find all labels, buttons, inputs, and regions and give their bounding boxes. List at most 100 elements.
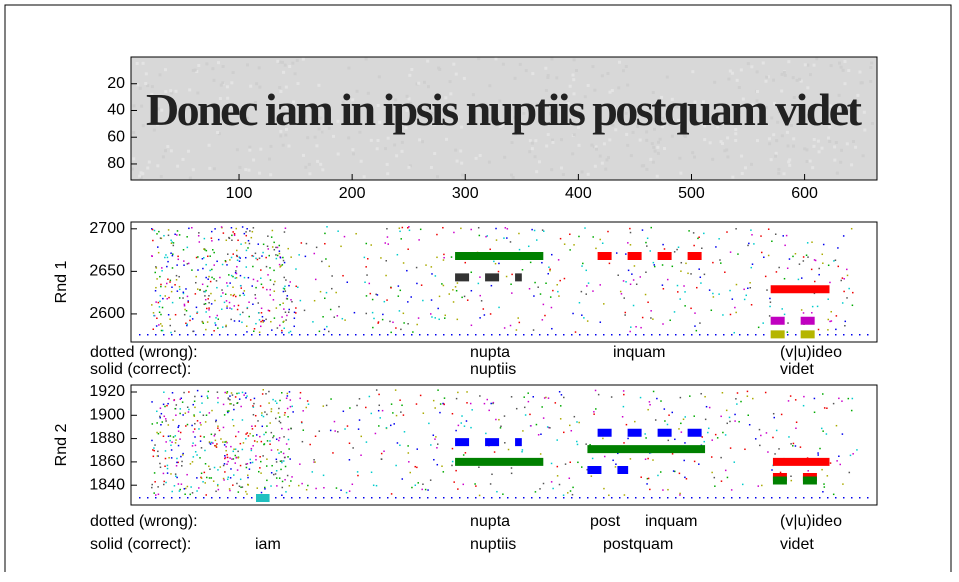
noise-dot: [615, 463, 617, 465]
noise-dot: [222, 292, 224, 294]
noise-dot: [166, 467, 169, 470]
noise-dot: [478, 234, 481, 237]
noise-dot: [159, 407, 162, 409]
noise-dot: [162, 472, 165, 475]
noise-dot: [552, 487, 554, 490]
noise-dot: [576, 440, 578, 443]
image-texture: [418, 138, 422, 142]
noise-dot: [531, 334, 533, 336]
noise-dot: [802, 404, 805, 407]
noise-dot: [166, 464, 169, 467]
noise-dot: [795, 427, 797, 430]
noise-dot: [835, 315, 838, 317]
image-texture: [734, 138, 738, 142]
noise-dot: [647, 457, 649, 460]
image-texture: [571, 73, 575, 77]
noise-dot: [826, 407, 828, 409]
noise-dot: [729, 289, 731, 292]
noise-dot: [307, 403, 310, 405]
image-texture: [602, 142, 606, 146]
image-texture: [528, 139, 532, 143]
noise-dot: [270, 408, 273, 410]
noise-dot: [218, 429, 221, 432]
noise-dot: [177, 255, 179, 258]
noise-dot: [402, 414, 405, 416]
image-texture: [355, 89, 359, 93]
image-texture: [158, 73, 162, 77]
noise-dot: [230, 318, 232, 321]
noise-dot: [226, 305, 228, 307]
image-texture: [577, 143, 581, 147]
noise-dot: [186, 423, 189, 426]
noise-dot: [548, 266, 550, 268]
noise-dot: [650, 310, 652, 312]
image-texture: [174, 89, 178, 93]
noise-dot: [463, 425, 466, 427]
noise-dot: [191, 269, 193, 271]
noise-dot: [249, 458, 251, 461]
noise-dot: [400, 411, 402, 413]
noise-dot: [483, 334, 485, 336]
word-label: post: [590, 513, 621, 530]
noise-dot: [715, 497, 717, 499]
noise-dot: [558, 295, 560, 297]
image-texture: [790, 124, 794, 128]
noise-dot: [371, 334, 373, 336]
noise-dot: [196, 311, 199, 313]
noise-dot: [443, 497, 445, 499]
noise-dot: [252, 405, 254, 407]
noise-dot: [314, 278, 317, 281]
noise-dot: [261, 393, 264, 395]
noise-dot: [510, 283, 512, 285]
noise-dot: [799, 446, 802, 448]
noise-dot: [217, 327, 219, 329]
noise-dot: [537, 286, 539, 288]
noise-dot: [172, 244, 175, 247]
noise-dot: [649, 488, 651, 491]
noise-dot: [203, 303, 205, 306]
noise-dot: [288, 391, 291, 393]
noise-dot: [223, 479, 225, 481]
noise-dot: [492, 401, 495, 404]
noise-dot: [213, 435, 216, 437]
noise-dot: [286, 474, 289, 477]
image-texture: [787, 160, 791, 164]
image-texture: [141, 172, 145, 176]
image-texture: [576, 125, 580, 129]
noise-dot: [197, 235, 200, 237]
noise-dot: [179, 438, 181, 440]
noise-dot: [192, 330, 194, 333]
noise-dot: [503, 415, 506, 417]
noise-dot: [688, 230, 690, 232]
image-texture: [869, 66, 873, 70]
noise-dot: [532, 329, 535, 331]
noise-dot: [400, 238, 402, 240]
image-texture: [253, 100, 257, 104]
noise-dot: [741, 483, 744, 486]
noise-dot: [227, 476, 230, 478]
image-texture: [282, 70, 286, 74]
noise-dot: [290, 299, 292, 301]
noise-dot: [178, 297, 181, 299]
image-texture: [792, 137, 796, 141]
noise-dot: [395, 334, 397, 336]
noise-dot: [171, 286, 173, 288]
noise-dot: [248, 468, 251, 470]
noise-dot: [424, 488, 427, 491]
noise-dot: [807, 470, 809, 472]
noise-dot: [286, 395, 289, 397]
image-texture: [669, 107, 673, 111]
noise-dot: [265, 318, 267, 321]
noise-dot: [773, 416, 776, 419]
image-texture: [408, 101, 412, 105]
noise-dot: [342, 410, 345, 413]
noise-dot: [386, 236, 389, 238]
y-tick-label: 2700: [89, 220, 125, 237]
noise-dot: [179, 408, 182, 410]
noise-dot: [209, 280, 212, 283]
image-texture: [367, 112, 371, 116]
noise-dot: [443, 334, 445, 336]
noise-dot: [315, 246, 318, 249]
noise-dot: [262, 415, 265, 418]
noise-dot: [529, 261, 532, 264]
